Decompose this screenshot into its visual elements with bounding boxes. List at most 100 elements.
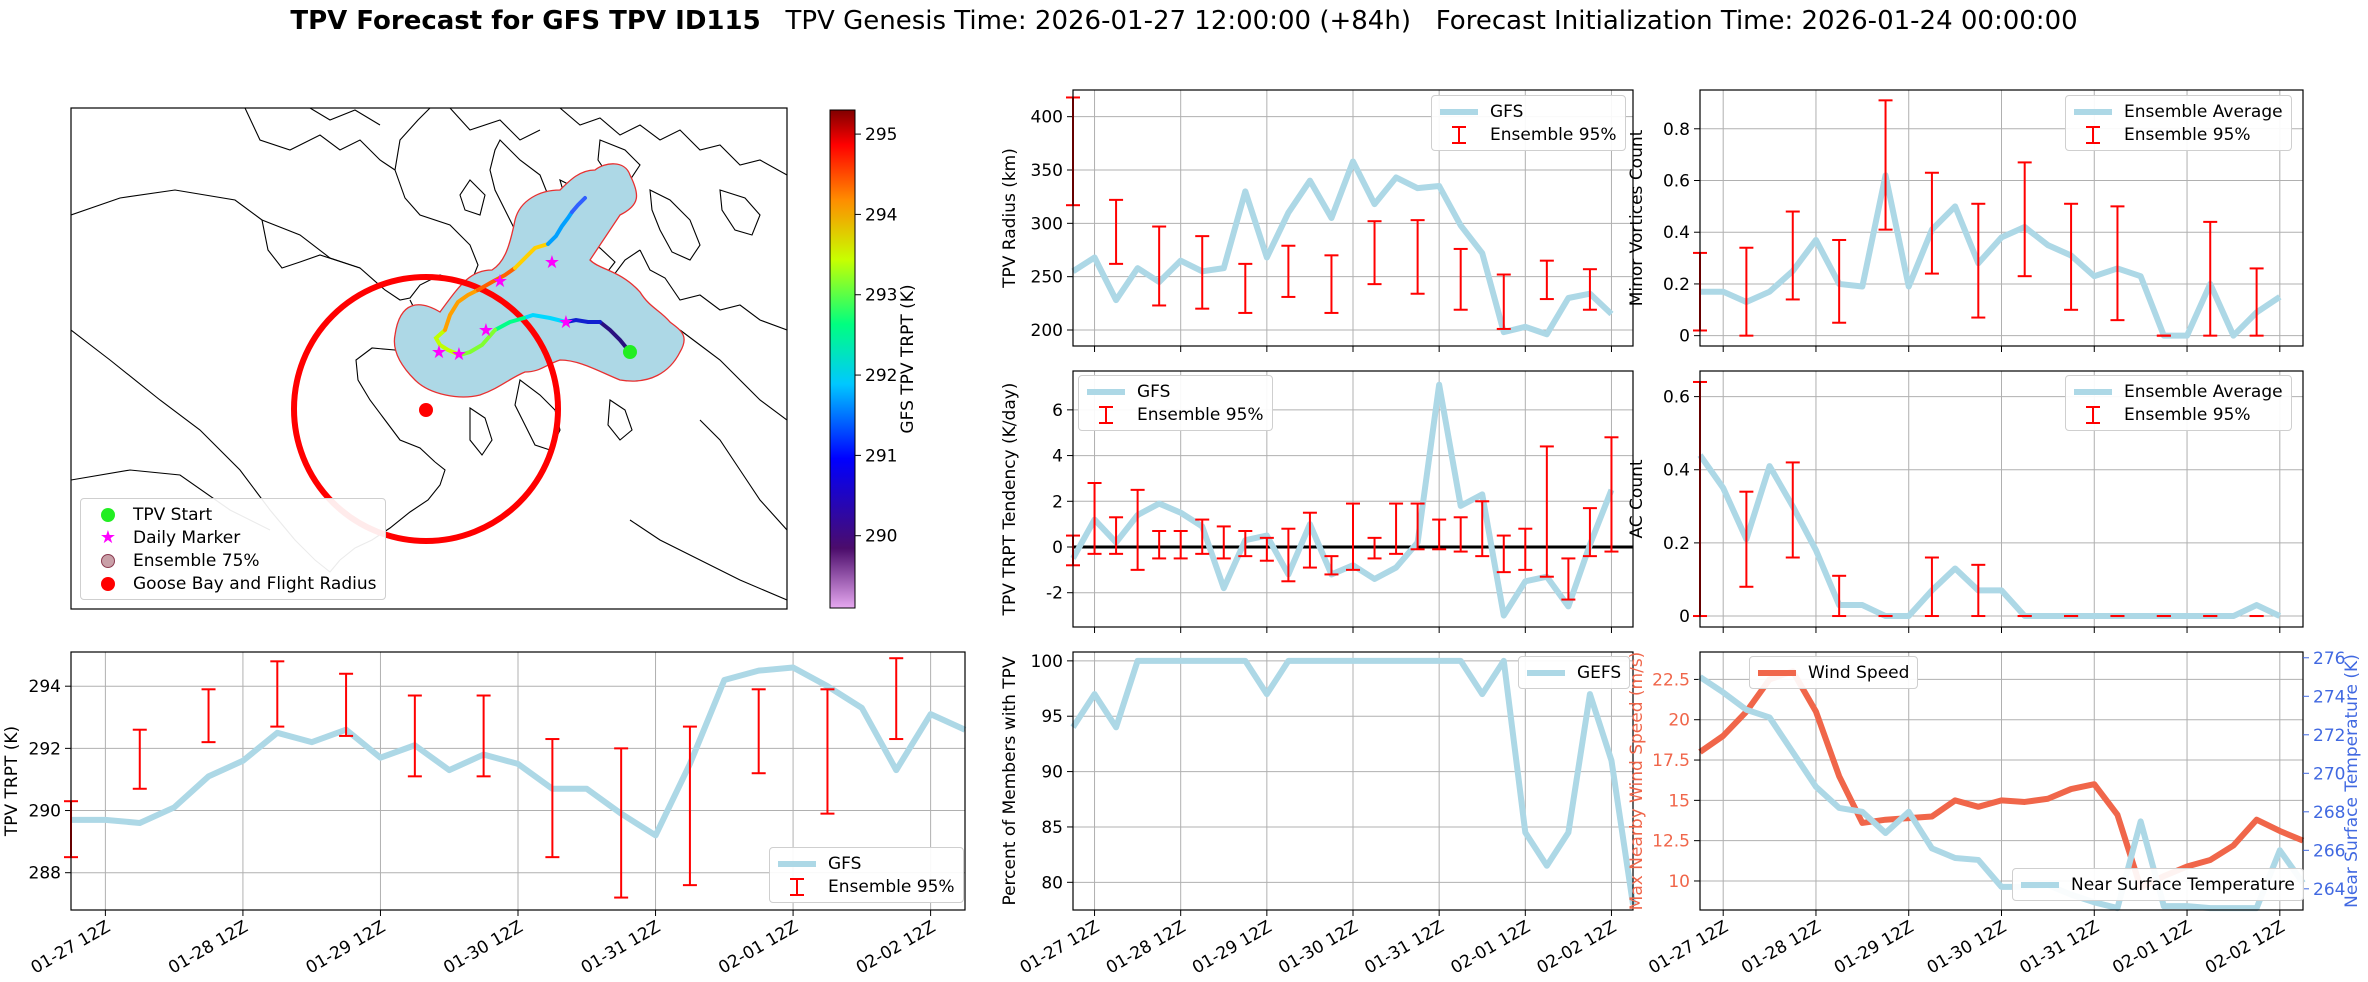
errorbar <box>1475 500 1490 558</box>
errorbar <box>1832 238 1847 324</box>
y2-tick-label: 274 <box>2313 687 2345 707</box>
x-tick-label: 01-31 12Z <box>1361 917 1447 978</box>
errorbar <box>1281 527 1296 583</box>
legend-trpt-tendency: GFS Ensemble 95% <box>1078 375 1273 431</box>
errorbar <box>2064 202 2079 311</box>
x-tick-label: 01-29 12Z <box>1189 917 1275 978</box>
errorbar <box>1582 507 1597 558</box>
title-bold: TPV Forecast for GFS TPV ID115 <box>290 6 761 36</box>
y-tick-label: 10 <box>1668 872 1690 892</box>
errorbar <box>1109 516 1124 555</box>
y2-tick-label: 264 <box>2313 880 2345 900</box>
x-tick-label: 01-30 12Z <box>1275 917 1361 978</box>
series-line-gfs <box>1070 381 1615 619</box>
errorbar <box>1173 530 1188 560</box>
y-tick-label: 0.2 <box>1663 275 1690 295</box>
errorbar <box>1324 555 1339 576</box>
y-tick-label: 0.8 <box>1663 120 1690 140</box>
errorbar <box>1410 502 1425 551</box>
errorbar <box>1195 235 1210 310</box>
errorbar-swatch-icon <box>1087 405 1125 425</box>
x-tick-label: 01-28 12Z <box>165 917 251 978</box>
x-tick-label: 01-28 12Z <box>1738 917 1824 978</box>
errorbar-swatch-icon <box>1440 125 1478 145</box>
daily-markers: ★ ★ ★ ★ ★ ★ <box>431 252 574 365</box>
line-swatch-icon <box>778 860 816 867</box>
x-tick-label: 01-29 12Z <box>1831 917 1917 978</box>
x-tick-label: 01-29 12Z <box>303 917 389 978</box>
legend-wind: Wind Speed <box>1749 656 1919 689</box>
y-tick-label: 0.6 <box>1663 172 1690 192</box>
y-tick-label: 0 <box>1052 538 1063 558</box>
y-tick-label: 15 <box>1668 791 1690 811</box>
chart-trpt_tendency: -2 0 2 4 6 TPV TRPT Tendency (K/day) <box>1000 370 1634 633</box>
line-swatch-icon <box>2074 108 2112 115</box>
y-tick-label: 100 <box>1031 652 1063 672</box>
errorbar <box>1367 220 1382 286</box>
colorbar-tick-label: 291 <box>865 446 897 466</box>
y-axis-label: AC Count <box>1627 459 1647 538</box>
svg-text:★: ★ <box>431 342 447 363</box>
errorbar <box>1785 210 1800 301</box>
y-tick-label: 292 <box>29 739 61 759</box>
y-tick-label: -2 <box>1046 584 1063 604</box>
y-tick-label: 0.6 <box>1663 388 1690 408</box>
x-tick-label: 02-02 12Z <box>853 917 939 978</box>
colorbar-tick-label: 295 <box>865 125 897 145</box>
y-tick-label: 2 <box>1052 492 1063 512</box>
errorbar <box>889 657 904 741</box>
y-tick-label: 6 <box>1052 401 1063 421</box>
errorbar <box>1739 246 1754 337</box>
map-legend: TPV Start ★ Daily Marker Ensemble 75% Goo… <box>80 498 386 600</box>
errorbar <box>1389 502 1404 555</box>
errorbar <box>1539 445 1554 578</box>
errorbar <box>1496 534 1511 574</box>
line-swatch-icon <box>1527 669 1565 676</box>
errorbar <box>1410 219 1425 295</box>
legend-item-gfs: GFS <box>778 852 955 875</box>
errorbar <box>1238 262 1253 314</box>
y-tick-label: 294 <box>29 677 61 697</box>
x-tick-label: 01-30 12Z <box>440 917 526 978</box>
series-line-ensemble-average <box>1700 172 2282 339</box>
y-tick-label: 95 <box>1041 707 1063 727</box>
y-tick-label: 200 <box>1031 321 1063 341</box>
legend-item-gefs: GEFS <box>1527 661 1621 684</box>
errorbar <box>1216 525 1231 560</box>
svg-text:★: ★ <box>558 312 574 333</box>
errorbar-swatch-icon <box>778 877 816 897</box>
errorbar <box>1152 530 1167 560</box>
errorbar <box>1582 268 1597 311</box>
errorbar <box>1924 171 1939 275</box>
y-tick-label: 80 <box>1041 873 1063 893</box>
colorbar-tick-label: 293 <box>865 286 897 306</box>
y-tick-label: 22.5 <box>1652 670 1690 690</box>
legend-item-goose-bay: Goose Bay and Flight Radius <box>89 572 377 595</box>
y2-tick-label: 272 <box>2313 726 2345 746</box>
line-swatch-icon <box>1758 669 1796 676</box>
y-tick-label: 20 <box>1668 711 1690 731</box>
legend-item-ensemble-95: Ensemble 95% <box>2074 403 2283 426</box>
errorbar <box>270 660 285 728</box>
y-tick-label: 85 <box>1041 818 1063 838</box>
colorbar-label: GFS TPV TRPT (K) <box>898 284 918 433</box>
y-tick-label: 12.5 <box>1652 832 1690 852</box>
errorbar <box>1971 202 1986 319</box>
errorbar <box>1924 556 1939 618</box>
y-tick-label: 4 <box>1052 447 1063 467</box>
colorbar-tick-label: 292 <box>865 366 897 386</box>
errorbar <box>1518 527 1533 571</box>
y-axis-label: TPV Radius (km) <box>1000 148 1020 289</box>
x-tick-label: 01-27 12Z <box>1017 917 1103 978</box>
errorbar <box>682 725 697 887</box>
y-tick-label: 0 <box>1679 327 1690 347</box>
legend-temperature: Near Surface Temperature <box>2012 868 2304 901</box>
errorbar-swatch-icon <box>2074 125 2112 145</box>
legend-item-ensemble-95: Ensemble 95% <box>1440 123 1617 146</box>
legend-tpv-radius: GFS Ensemble 95% <box>1431 95 1626 151</box>
x-tick-label: 01-27 12Z <box>1645 917 1731 978</box>
errorbar <box>1878 99 1893 231</box>
errorbar <box>1109 198 1124 265</box>
y-tick-label: 0.4 <box>1663 461 1690 481</box>
